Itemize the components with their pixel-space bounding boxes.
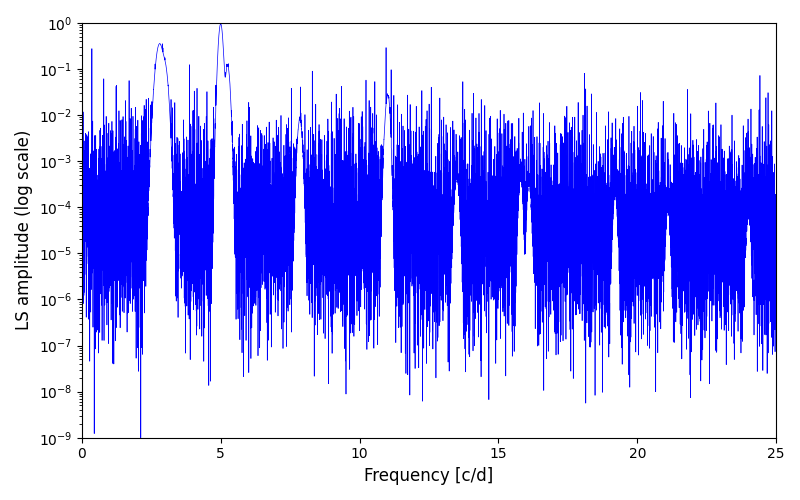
Y-axis label: LS amplitude (log scale): LS amplitude (log scale) xyxy=(15,130,33,330)
X-axis label: Frequency [c/d]: Frequency [c/d] xyxy=(364,467,494,485)
